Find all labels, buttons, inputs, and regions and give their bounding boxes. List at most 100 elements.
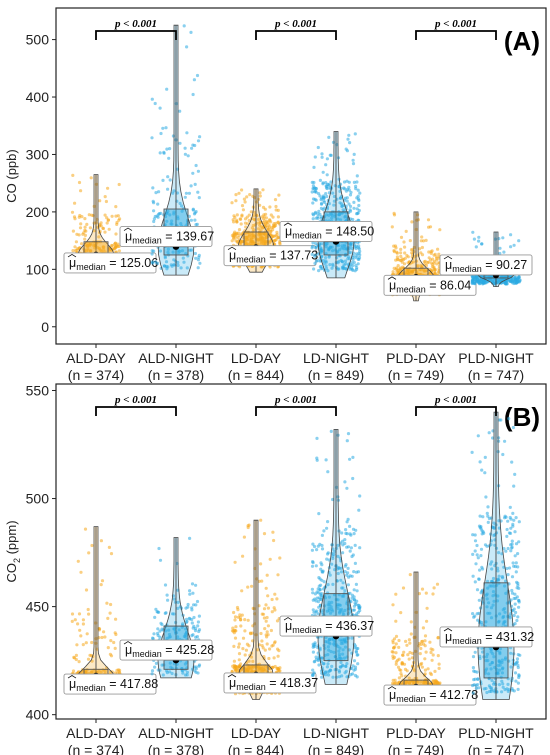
data-point [508, 505, 512, 509]
data-point [106, 186, 110, 190]
data-point [486, 505, 490, 509]
data-point [350, 261, 354, 265]
data-point [167, 156, 171, 160]
data-point [473, 549, 477, 553]
data-point [394, 642, 398, 646]
median-symbol: μ [229, 249, 236, 263]
data-point [263, 237, 267, 241]
data-point [157, 546, 161, 551]
x-tick-count: (n = 747) [468, 742, 524, 755]
data-point [166, 175, 170, 179]
y-tick-label: 400 [26, 707, 50, 723]
data-point [405, 669, 409, 673]
median-subscript: median [396, 284, 426, 294]
data-point [320, 248, 324, 253]
data-point [512, 484, 516, 488]
data-point [150, 261, 155, 265]
data-point [113, 241, 117, 245]
data-point [86, 248, 90, 252]
data-point [310, 180, 314, 184]
data-point [258, 223, 262, 227]
data-point [318, 178, 322, 182]
y-tick-label: 0 [41, 319, 49, 335]
data-point [231, 664, 235, 668]
data-point [184, 252, 188, 256]
data-point [511, 561, 515, 565]
plot-frame [55, 7, 547, 345]
data-point [332, 199, 336, 203]
significance-bracket [415, 30, 497, 40]
data-point [316, 544, 320, 548]
median-subscript: median [396, 694, 426, 704]
data-point [152, 217, 156, 221]
data-point [325, 557, 329, 561]
data-point [196, 169, 200, 173]
data-point [178, 109, 182, 113]
data-point [232, 234, 236, 238]
median-hat [123, 641, 133, 645]
median-symbol: μ [389, 688, 396, 702]
median-subscript: median [132, 236, 162, 246]
median-symbol: μ [285, 224, 292, 238]
data-point [273, 608, 277, 612]
data-point [321, 569, 325, 573]
data-point [501, 452, 505, 457]
data-point [394, 619, 398, 623]
data-point [310, 548, 314, 552]
data-point [156, 261, 160, 265]
data-point [75, 232, 79, 236]
data-point [347, 185, 351, 189]
data-point [167, 628, 171, 632]
data-point [150, 136, 154, 140]
data-point [433, 271, 437, 275]
data-point [117, 182, 121, 187]
data-point [268, 557, 272, 561]
data-point [358, 253, 362, 257]
data-point [233, 615, 238, 619]
data-point [475, 543, 479, 548]
data-point [345, 486, 349, 490]
data-point [86, 657, 91, 661]
data-point [391, 650, 395, 654]
data-point [326, 269, 330, 273]
data-point [271, 530, 275, 534]
data-point [354, 263, 358, 268]
data-point [331, 262, 335, 266]
x-tick-count: (n = 747) [468, 367, 524, 383]
plot-frame [55, 383, 547, 720]
data-point [350, 593, 354, 597]
data-point [236, 240, 240, 244]
data-point [74, 653, 78, 658]
data-point [78, 628, 82, 632]
data-point [355, 589, 359, 593]
data-point [265, 642, 269, 646]
data-point [331, 191, 335, 195]
data-point [429, 250, 433, 254]
data-point [425, 606, 429, 610]
data-point [351, 553, 355, 557]
panel-label: (A) [504, 26, 540, 56]
data-point [180, 204, 184, 208]
data-point [235, 605, 240, 610]
data-point [399, 672, 403, 676]
data-point [513, 671, 518, 675]
data-point [348, 193, 353, 197]
data-point [514, 561, 518, 565]
data-point [270, 644, 274, 648]
data-point [183, 146, 187, 150]
data-point [348, 524, 352, 529]
data-point [477, 598, 481, 602]
data-point [324, 256, 328, 260]
data-point [397, 638, 401, 643]
data-point [320, 547, 325, 551]
data-point [512, 613, 516, 618]
data-point [322, 259, 326, 263]
median-label: μmedian = 125.06 [69, 256, 158, 272]
data-point [317, 511, 321, 516]
data-point [259, 562, 263, 566]
median-value: = 436.37 [322, 619, 375, 633]
data-point [324, 458, 328, 462]
data-point [426, 667, 430, 671]
data-point [311, 561, 315, 565]
data-point [262, 616, 266, 620]
